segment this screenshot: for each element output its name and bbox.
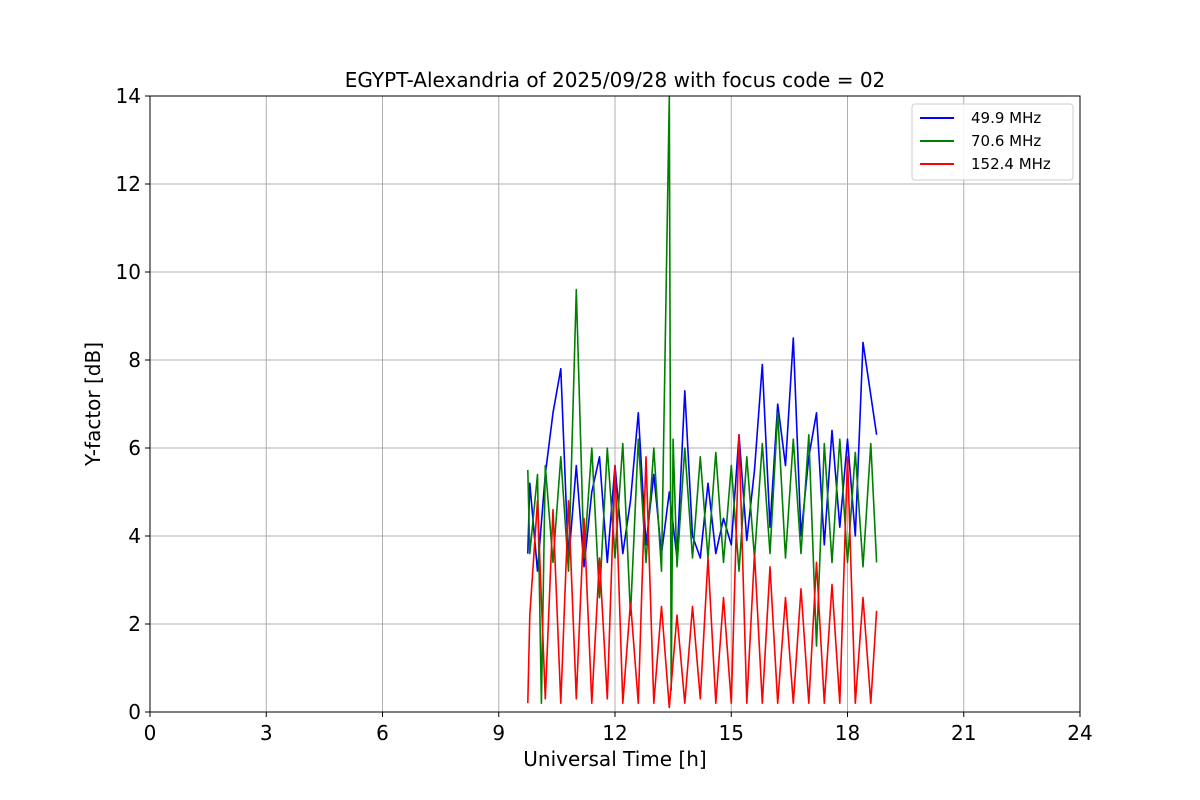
x-tick-label: 24 [1067,721,1092,745]
series-line-2 [527,95,878,705]
legend-label: 152.4 MHz [971,155,1051,173]
y-tick-label: 10 [116,260,141,284]
y-tick-label: 8 [128,348,141,372]
x-tick-label: 12 [602,721,627,745]
x-tick-label: 3 [260,721,273,745]
y-tick-label: 0 [128,700,141,724]
series-line-3 [527,433,878,709]
legend: 49.9 MHz 70.6 MHz 152.4 MHz [911,103,1074,181]
y-tick-label: 14 [116,84,141,108]
y-tick-label: 12 [116,172,141,196]
x-tick-label: 0 [144,721,157,745]
x-tick-label: 6 [376,721,389,745]
x-tick-label: 18 [835,721,860,745]
series-layer [527,95,878,709]
series-line-1 [527,337,878,573]
legend-label: 49.9 MHz [971,109,1041,127]
chart-title: EGYPT-Alexandria of 2025/09/28 with focu… [345,68,886,92]
legend-box [911,103,1074,181]
x-tick-label: 15 [719,721,744,745]
x-tick-label: 21 [951,721,976,745]
y-tick-label: 4 [128,524,141,548]
y-axis-label: Y-factor [dB] [81,342,105,467]
x-tick-label: 9 [492,721,505,745]
y-tick-label: 6 [128,436,141,460]
y-tick-label: 2 [128,612,141,636]
x-axis-label: Universal Time [h] [523,747,706,771]
legend-label: 70.6 MHz [971,132,1041,150]
